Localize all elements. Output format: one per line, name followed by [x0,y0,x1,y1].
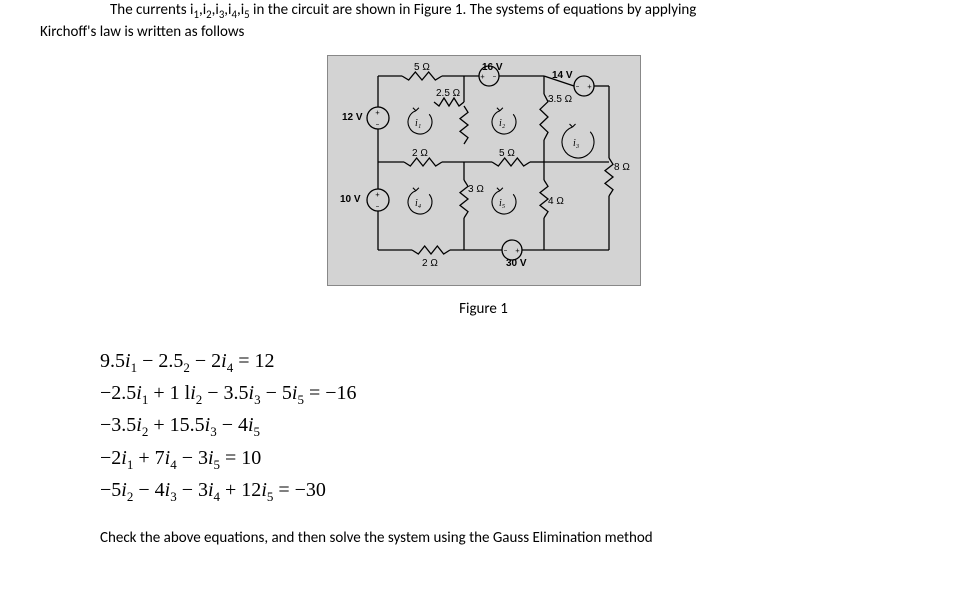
svg-text:5 Ω: 5 Ω [499,148,515,159]
svg-text:+: + [375,190,379,200]
svg-text:i₅: i₅ [499,198,506,209]
svg-text:+: + [515,246,519,256]
svg-text:30 V: 30 V [506,258,527,269]
svg-text:10 V: 10 V [340,194,361,205]
equation-2: −2.5i1 + 1 li2 − 3.5i3 − 5i5 = −16 [100,378,927,410]
circuit-svg: 5 Ω2.5 Ω2 Ω5 Ω2 Ω3.5 Ω8 Ω3 Ω4 Ω+−12 V+−1… [334,62,634,274]
svg-text:−: − [575,82,579,92]
equation-5: −5i2 − 4i3 − 3i4 + 12i5 = −30 [100,475,927,507]
circuit-figure: 5 Ω2.5 Ω2 Ω5 Ω2 Ω3.5 Ω8 Ω3 Ω4 Ω+−12 V+−1… [327,55,641,286]
equation-1: 9.5i1 − 2.52 − 2i4 = 12 [100,346,927,378]
final-instruction: Check the above equations, and then solv… [100,529,927,547]
svg-text:8 Ω: 8 Ω [614,162,630,173]
intro-paragraph: The currents i1,i2,i3,i4,i5 in the circu… [40,0,927,43]
intro-line-1: The currents i1,i2,i3,i4,i5 in the circu… [40,0,927,22]
page: The currents i1,i2,i3,i4,i5 in the circu… [0,0,967,567]
svg-text:i₄: i₄ [415,198,422,209]
svg-text:−: − [375,120,379,130]
intro-prefix: The currents i [110,1,193,19]
intro-line-2: Kirchoff's law is written as follows [40,22,927,43]
svg-text:5 Ω: 5 Ω [414,62,430,73]
svg-text:12 V: 12 V [342,112,363,123]
svg-text:2 Ω: 2 Ω [412,148,428,159]
figure-container: 5 Ω2.5 Ω2 Ω5 Ω2 Ω3.5 Ω8 Ω3 Ω4 Ω+−12 V+−1… [40,55,927,286]
svg-text:+: + [480,72,484,82]
svg-text:−: − [492,72,496,82]
svg-text:14 V: 14 V [552,70,573,81]
equation-3: −3.5i2 + 15.5i3 − 4i5 [100,410,927,442]
svg-text:i₁: i₁ [415,118,421,129]
svg-text:2 Ω: 2 Ω [422,258,438,269]
svg-text:3 Ω: 3 Ω [468,184,484,195]
svg-text:3.5 Ω: 3.5 Ω [548,94,573,105]
svg-text:2.5 Ω: 2.5 Ω [436,88,461,99]
svg-text:−: − [375,202,379,212]
svg-text:i₂: i₂ [499,118,506,129]
intro-c2: ,i [212,1,219,19]
equation-system: 9.5i1 − 2.52 − 2i4 = 12 −2.5i1 + 1 li2 −… [100,346,927,507]
svg-text:+: + [587,82,591,92]
svg-text:i₃: i₃ [573,138,580,149]
equation-4: −2i1 + 7i4 − 3i5 = 10 [100,443,927,475]
intro-tail-1: in the circuit are shown in Figure 1. Th… [250,1,697,19]
svg-text:−: − [503,246,507,256]
figure-caption: Figure 1 [40,300,927,318]
svg-text:16 V: 16 V [482,62,503,73]
svg-text:+: + [375,108,379,118]
svg-text:4 Ω: 4 Ω [548,196,564,207]
